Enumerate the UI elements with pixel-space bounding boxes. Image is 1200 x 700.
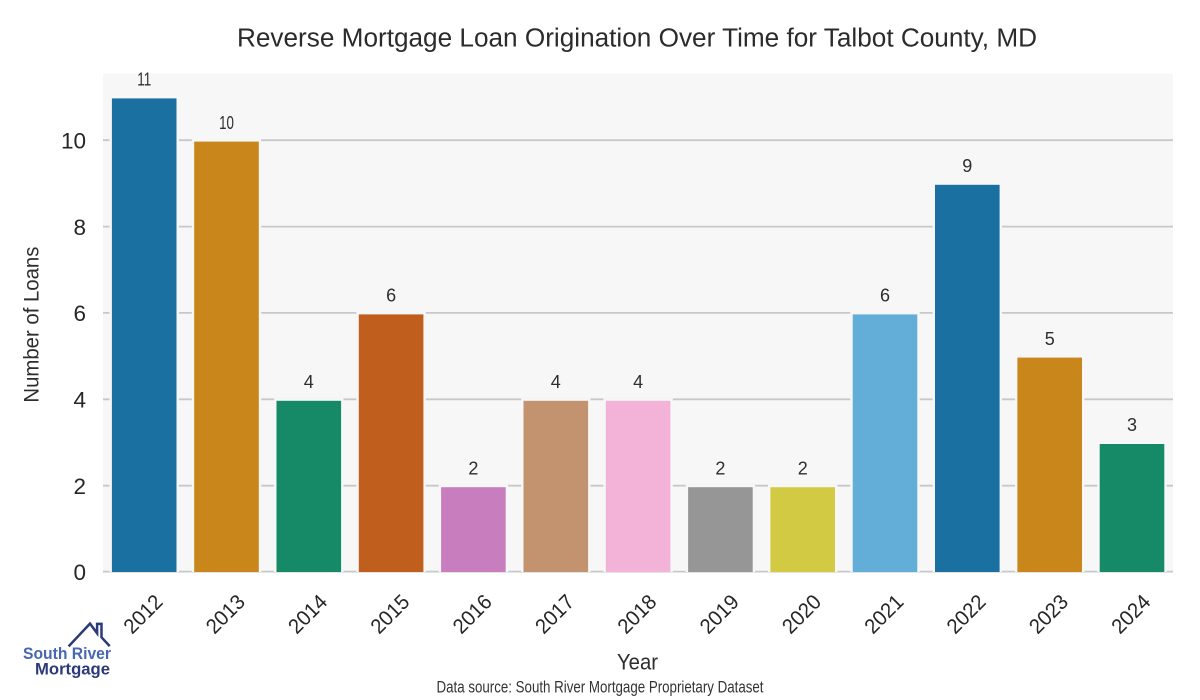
svg-text:Reverse Mortgage Loan Originat: Reverse Mortgage Loan Origination Over T…	[237, 24, 1037, 52]
svg-text:6: 6	[73, 301, 86, 326]
svg-text:0: 0	[73, 560, 86, 585]
svg-text:4: 4	[633, 372, 643, 392]
svg-text:4: 4	[304, 372, 314, 392]
svg-text:2: 2	[468, 458, 478, 478]
svg-text:10: 10	[61, 129, 86, 154]
svg-text:11: 11	[137, 70, 151, 90]
svg-text:Data source: South River Mortg: Data source: South River Mortgage Propri…	[437, 678, 764, 697]
svg-text:10: 10	[219, 113, 234, 133]
svg-text:3: 3	[1127, 415, 1137, 435]
svg-text:6: 6	[386, 286, 396, 306]
svg-text:2: 2	[798, 458, 808, 478]
svg-text:Number of Loans: Number of Loans	[21, 247, 44, 403]
svg-text:8: 8	[73, 215, 86, 240]
svg-text:9: 9	[962, 156, 972, 176]
svg-text:5: 5	[1045, 329, 1055, 349]
svg-text:Year: Year	[617, 649, 658, 674]
svg-text:2: 2	[715, 458, 725, 478]
svg-text:4: 4	[551, 372, 561, 392]
svg-text:2: 2	[73, 474, 86, 499]
svg-text:South River: South River	[23, 644, 111, 663]
svg-text:6: 6	[880, 286, 890, 306]
svg-text:4: 4	[73, 388, 86, 413]
svg-text:Mortgage: Mortgage	[35, 660, 110, 679]
